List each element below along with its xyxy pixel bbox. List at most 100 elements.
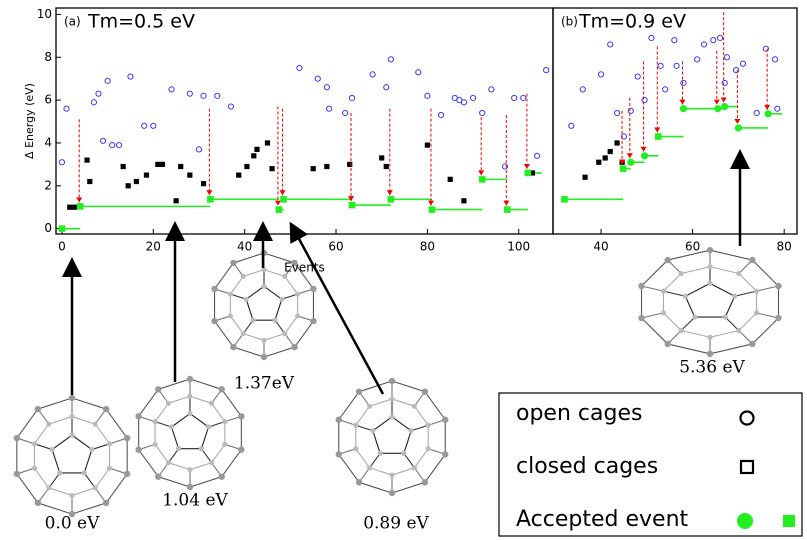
accepted-point xyxy=(276,206,283,213)
open-cage-point xyxy=(772,57,777,62)
cage-atom xyxy=(89,447,94,452)
open-cage-point xyxy=(470,95,475,100)
cage-bond xyxy=(392,417,411,431)
cage-atom xyxy=(291,344,297,350)
cage-atom xyxy=(389,396,394,401)
cage-bond xyxy=(155,444,168,462)
cage-bond xyxy=(370,468,392,475)
cage-atom xyxy=(228,291,233,296)
cage-bond xyxy=(425,392,445,420)
cage-atom xyxy=(124,435,130,441)
cage-bond xyxy=(190,414,208,427)
closed-cage-point xyxy=(121,164,126,169)
cage-atom xyxy=(295,291,300,296)
open-cage-point xyxy=(100,138,105,143)
cage-atom xyxy=(282,274,287,279)
open-cage-point xyxy=(480,110,485,115)
cage-atom xyxy=(135,446,141,452)
closed-cage-point xyxy=(347,162,352,167)
cage-bond xyxy=(92,444,110,450)
cage-bond xyxy=(739,313,757,331)
accepted-point xyxy=(429,206,436,213)
cage-atom xyxy=(707,335,712,340)
x-tick-label: 0 xyxy=(58,240,66,254)
cage-bond xyxy=(356,425,373,431)
cage-atom xyxy=(279,297,284,302)
cage-atom xyxy=(732,294,737,299)
cage-atom xyxy=(336,451,342,457)
cage-bond xyxy=(285,276,298,294)
open-cage-point xyxy=(96,91,101,96)
jump-head xyxy=(641,147,647,152)
cage-atom xyxy=(32,466,37,471)
cage-atom xyxy=(412,465,417,470)
cage-bond xyxy=(295,321,314,347)
accepted-point xyxy=(655,133,662,140)
accepted-point xyxy=(680,105,687,112)
open-cage-point xyxy=(201,93,206,98)
cage-bond xyxy=(735,291,757,296)
closed-cage-point xyxy=(178,164,183,169)
open-cage-point xyxy=(734,68,739,73)
cage-bond xyxy=(752,260,778,286)
accepted-point xyxy=(714,105,721,112)
cage-bond xyxy=(222,450,242,477)
open-cage-point xyxy=(534,153,539,158)
closed-cage-point xyxy=(84,157,89,162)
cage-bond xyxy=(233,347,264,357)
open-cage-point xyxy=(642,98,647,103)
cage-bond xyxy=(246,286,264,299)
cage-atom xyxy=(401,451,406,456)
cage-bond xyxy=(370,453,381,467)
open-cage-point xyxy=(384,85,389,90)
cage-bond xyxy=(685,283,710,296)
cage-atom xyxy=(103,406,109,412)
open-cage-point xyxy=(388,57,393,62)
cage-bond xyxy=(95,468,109,488)
open-cage-point xyxy=(64,106,69,111)
open-cage-point xyxy=(489,87,494,92)
accepted-point xyxy=(561,196,568,203)
cage-atom xyxy=(426,423,431,428)
cage-atom xyxy=(664,257,670,263)
open-cage-point xyxy=(663,87,668,92)
cage-bond xyxy=(392,468,414,475)
cage-bond xyxy=(757,286,779,291)
accepted-point xyxy=(620,165,627,172)
cage-atom xyxy=(749,341,755,347)
accepted-point xyxy=(735,124,742,131)
open-cage-point xyxy=(416,70,421,75)
cage-bond xyxy=(95,424,109,444)
cage-atom xyxy=(356,479,362,485)
closed-cage-point xyxy=(160,162,165,167)
closed-cage-point xyxy=(269,166,274,171)
closed-cage-point xyxy=(596,160,601,165)
cage-bond xyxy=(414,449,428,468)
y-tick-label: 2 xyxy=(44,178,52,192)
x-tick-label: 100 xyxy=(507,240,530,254)
cage-atom xyxy=(35,406,41,412)
closed-cage-point xyxy=(603,155,608,160)
cage-bond xyxy=(49,488,72,496)
legend: open cages closed cages Accepted event xyxy=(499,393,802,536)
cage-bond xyxy=(215,321,234,347)
x-axis-label: Events xyxy=(284,261,325,275)
cage-bond xyxy=(34,468,48,488)
cage-atom xyxy=(426,446,431,451)
cage-atom xyxy=(370,428,375,433)
cage-bond xyxy=(212,403,225,421)
cage-bond xyxy=(414,406,428,425)
cage-atom xyxy=(442,416,448,422)
cage-bond xyxy=(710,250,752,260)
cage-atom xyxy=(422,479,428,485)
cage-bond xyxy=(668,344,710,354)
cage-bond xyxy=(155,403,168,421)
y-axis-label: Δ Energy (eV) xyxy=(23,83,36,159)
cage-atom xyxy=(14,471,20,477)
plot-frame xyxy=(553,8,797,234)
cage-bond xyxy=(38,398,72,409)
cage-bond xyxy=(212,444,225,462)
open-cage-point xyxy=(59,160,64,165)
cage-bond xyxy=(264,286,282,299)
cage-atom xyxy=(46,485,51,490)
